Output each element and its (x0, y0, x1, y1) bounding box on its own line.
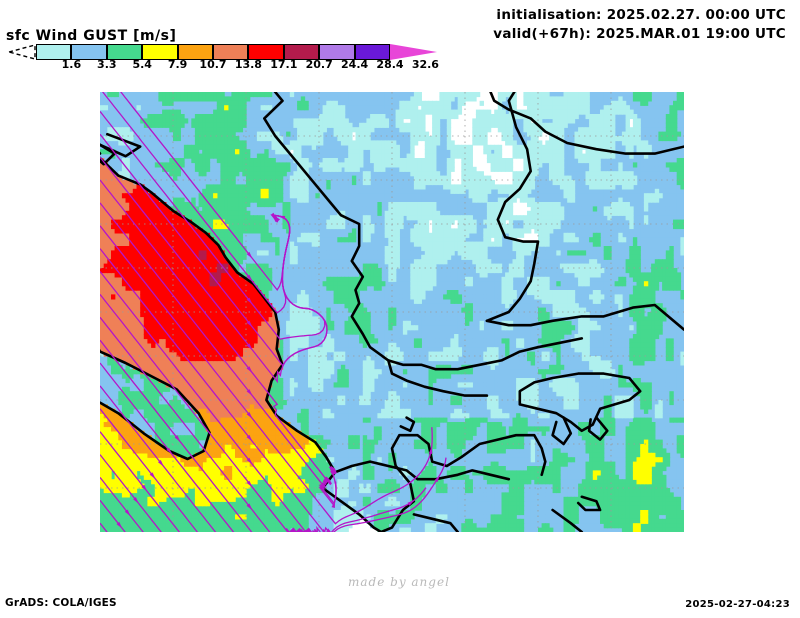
streamline-arrows (116, 212, 440, 532)
valid-time-text: valid(+67h): 2025.MAR.01 19:00 UTC (493, 26, 786, 42)
colorbar-cell (354, 44, 390, 60)
colorbar-tick-label: 28.4 (376, 58, 404, 71)
colorbar-cell (283, 44, 320, 60)
colorbar-cell (142, 44, 178, 60)
gust-band (100, 105, 663, 532)
gust-band (100, 92, 684, 532)
map-gridlines (100, 92, 684, 532)
grads-credit: GrADS: COLA/IGES (5, 597, 117, 609)
colorbar-cell (213, 44, 249, 60)
colorbar-tick-label: 20.7 (305, 58, 333, 71)
colorbar-cell (106, 44, 143, 60)
initialisation-text: initialisation: 2025.02.27. 00:00 UTC (496, 7, 786, 23)
colorbar-cell (71, 44, 107, 60)
colorbar-cell (36, 44, 72, 60)
generation-timestamp: 2025-02-27-04:23 (685, 599, 790, 610)
colorbar-tick-label: 17.1 (270, 58, 298, 71)
watermark: made by angel (348, 575, 450, 589)
colorbar-labels: 1.6 3.3 5.4 7.9 10.7 13.8 17.1 20.7 24.4 28.4 32.6 (8, 58, 468, 72)
colorbar-tick-label: 5.4 (132, 58, 152, 71)
colorbar-under-arrow (8, 44, 36, 60)
run-info: initialisation: 2025.02.27. 00:00 UTC va… (493, 6, 786, 44)
colorbar (8, 44, 460, 60)
map-field (100, 92, 684, 532)
colorbar-tick-label: 3.3 (97, 58, 117, 71)
gust-band (100, 92, 684, 532)
colorbar-tick-label: 32.6 (411, 58, 439, 71)
colorbar-tick-label: 13.8 (234, 58, 262, 71)
legend-title: sfc Wind GUST [m/s] (6, 28, 177, 44)
streamlines (100, 92, 447, 532)
colorbar-over-arrow (390, 44, 437, 60)
colorbar-cell (177, 44, 213, 60)
colorbar-tick-label: 1.6 (61, 58, 82, 71)
colorbar-cell (319, 44, 355, 60)
colorbar-tick-label: 7.9 (167, 58, 188, 71)
colorbar-tick-label: 10.7 (199, 58, 227, 71)
colorbar-tick-label: 24.4 (341, 58, 369, 71)
colorbar-cell (248, 44, 284, 60)
